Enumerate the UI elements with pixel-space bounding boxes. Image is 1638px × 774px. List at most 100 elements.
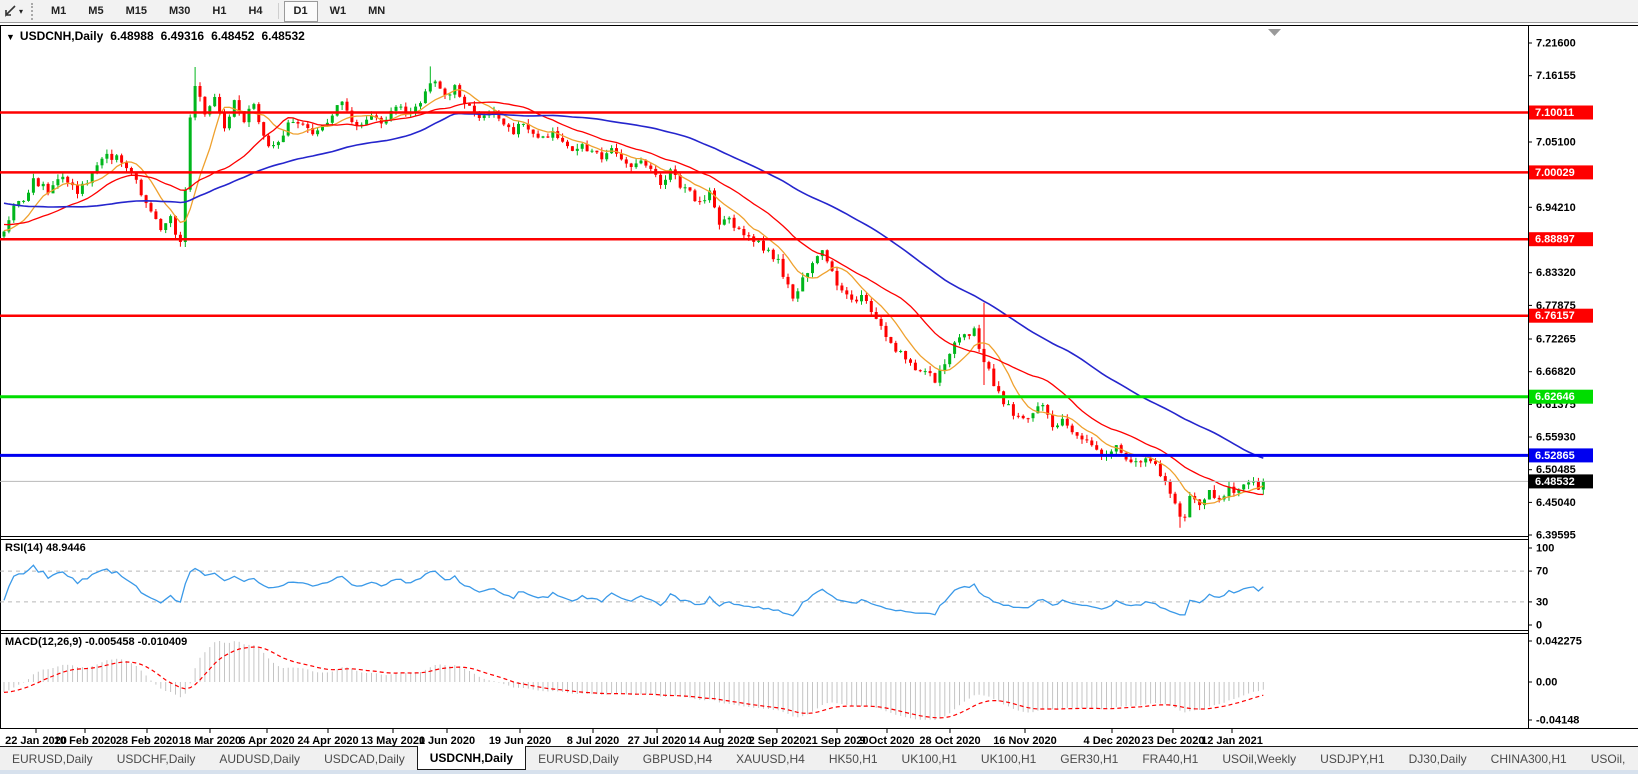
chart-tab-ger30-h1[interactable]: GER30,H1 bbox=[1060, 752, 1119, 766]
chart-symbol-label: USDCNH,Daily bbox=[19, 29, 104, 43]
svg-text:7.10011: 7.10011 bbox=[1535, 107, 1574, 119]
macd-scale: 0.042275 0.00 -0.04148 bbox=[1528, 636, 1582, 727]
timeframe-button-M30[interactable]: M30 bbox=[168, 4, 191, 17]
price-chart-svg: 7.216007.161557.051006.942106.833206.778… bbox=[0, 25, 1638, 746]
ma-mid-line bbox=[3, 101, 1264, 496]
timeframe-buttons: M1 M5 M15 M30 H1 H4 D1 W1 MN bbox=[40, 0, 396, 22]
svg-text:0.00: 0.00 bbox=[1536, 677, 1557, 689]
svg-text:6.52865: 6.52865 bbox=[1535, 450, 1575, 462]
chart-tab-eurusd-daily[interactable]: EURUSD,Daily bbox=[538, 752, 619, 766]
chart-tabs-bar: EURUSD,Daily USDCHF,Daily AUDUSD,Daily USDC… bbox=[0, 746, 1638, 770]
chart-tab-audusd-daily[interactable]: AUDUSD,Daily bbox=[219, 752, 301, 766]
chart-tab-uk100-h1[interactable]: UK100,H1 bbox=[901, 752, 957, 766]
svg-text:8 Jul 2020: 8 Jul 2020 bbox=[567, 735, 620, 746]
chart-canvas[interactable]: 7.21600 7.16155 7.05100 6.94210 6.83320 6.778… bbox=[0, 24, 1638, 746]
svg-text:28 Oct 2020: 28 Oct 2020 bbox=[919, 735, 980, 746]
svg-text:16 Nov 2020: 16 Nov 2020 bbox=[993, 735, 1057, 746]
svg-text:7.16155: 7.16155 bbox=[1536, 70, 1576, 82]
svg-text:12 Jan 2021: 12 Jan 2021 bbox=[1201, 735, 1263, 746]
macd-signal-line bbox=[3, 646, 1264, 719]
toolbar-separator bbox=[277, 3, 279, 19]
svg-text:10 Feb 2020: 10 Feb 2020 bbox=[54, 735, 116, 746]
cursor-tool-icon[interactable] bbox=[2, 4, 18, 19]
svg-text:6.50485: 6.50485 bbox=[1536, 464, 1576, 476]
timeframe-button-MN[interactable]: MN bbox=[368, 4, 386, 17]
svg-text:4 Dec 2020: 4 Dec 2020 bbox=[1084, 735, 1141, 746]
rsi-level-lines bbox=[0, 570, 1528, 603]
svg-text:6.88897: 6.88897 bbox=[1535, 234, 1575, 246]
chart-tab-china300-h1[interactable]: CHINA300,H1 bbox=[1490, 752, 1567, 766]
chart-tab-usdcad-daily[interactable]: USDCAD,Daily bbox=[324, 752, 405, 766]
dropdown-caret-icon[interactable]: ▾ bbox=[19, 6, 24, 16]
chart-tab-xauusd-h4[interactable]: XAUUSD,H4 bbox=[736, 752, 805, 766]
svg-text:27 Jul 2020: 27 Jul 2020 bbox=[628, 735, 687, 746]
svg-text:28 Feb 2020: 28 Feb 2020 bbox=[116, 735, 178, 746]
chart-tab-uk100-h1[interactable]: UK100,H1 bbox=[980, 752, 1037, 766]
svg-text:24 Apr 2020: 24 Apr 2020 bbox=[297, 735, 358, 746]
window-bottom-edge bbox=[0, 770, 1638, 774]
svg-text:70: 70 bbox=[1536, 566, 1548, 578]
rsi-indicator-label: RSI(14) 48.9446 bbox=[5, 542, 86, 554]
chart-tab-usdjpy-h1[interactable]: USDJPY,H1 bbox=[1320, 752, 1385, 766]
svg-text:0: 0 bbox=[1536, 620, 1542, 632]
chart-tab-usoil-weekly[interactable]: USOil,Weekly bbox=[1222, 752, 1297, 766]
svg-text:9 Oct 2020: 9 Oct 2020 bbox=[859, 735, 914, 746]
chart-tab-usoil-[interactable]: USOil, bbox=[1590, 752, 1626, 766]
svg-text:19 Jun 2020: 19 Jun 2020 bbox=[489, 735, 551, 746]
svg-text:6.62646: 6.62646 bbox=[1535, 391, 1575, 403]
svg-text:0.042275: 0.042275 bbox=[1536, 636, 1582, 648]
svg-text:23 Dec 2020: 23 Dec 2020 bbox=[1142, 735, 1205, 746]
toolbar-grip bbox=[31, 2, 34, 20]
timeframe-button-M15[interactable]: M15 bbox=[125, 4, 147, 17]
chart-tab-hk50-h1[interactable]: HK50,H1 bbox=[828, 752, 878, 766]
svg-text:6 Apr 2020: 6 Apr 2020 bbox=[239, 735, 294, 746]
ohlc-low: 6.48452 bbox=[211, 29, 255, 43]
timeframe-button-W1[interactable]: W1 bbox=[329, 4, 347, 17]
svg-text:6.48532: 6.48532 bbox=[1535, 476, 1575, 488]
chart-tab-gbpusd-h4[interactable]: GBPUSD,H4 bbox=[642, 752, 713, 766]
svg-text:-0.04148: -0.04148 bbox=[1536, 715, 1579, 727]
rsi-scale: 100 70 30 0 bbox=[1528, 543, 1554, 632]
ohlc-close: 6.48532 bbox=[261, 29, 305, 43]
horizontal-lines bbox=[0, 111, 1528, 482]
chart-tab-fra40-h1[interactable]: FRA40,H1 bbox=[1142, 752, 1199, 766]
macd-histogram bbox=[3, 641, 1264, 720]
timeframe-button-D1[interactable]: D1 bbox=[283, 0, 318, 22]
svg-text:14 Aug 2020: 14 Aug 2020 bbox=[688, 735, 752, 746]
chart-tab-dj30-daily[interactable]: DJ30,Daily bbox=[1408, 752, 1467, 766]
svg-text:6.94210: 6.94210 bbox=[1536, 202, 1576, 214]
svg-text:7.21600: 7.21600 bbox=[1536, 38, 1576, 50]
chart-title: ▼ USDCNH,Daily 6.48988 6.49316 6.48452 6.4853… bbox=[6, 29, 305, 43]
svg-text:7.05100: 7.05100 bbox=[1536, 137, 1576, 149]
chart-tab-usdchf-daily[interactable]: USDCHF,Daily bbox=[116, 752, 196, 766]
candlestick-series bbox=[2, 66, 1265, 528]
svg-text:22 Jan 2020: 22 Jan 2020 bbox=[5, 735, 67, 746]
svg-text:30: 30 bbox=[1536, 596, 1548, 608]
timeframe-button-M1[interactable]: M1 bbox=[51, 4, 67, 17]
chart-tab-usdcnh-daily[interactable]: USDCNH,Daily bbox=[416, 746, 527, 770]
svg-text:6.83320: 6.83320 bbox=[1536, 267, 1576, 279]
price-axis: 7.216007.161557.051006.942106.833206.778… bbox=[1528, 38, 1593, 542]
chart-shift-marker-icon[interactable] bbox=[1268, 29, 1281, 36]
macd-indicator-label: MACD(12,26,9) -0.005458 -0.010409 bbox=[5, 636, 188, 648]
timeframe-button-M5[interactable]: M5 bbox=[88, 4, 104, 17]
svg-text:13 May 2020: 13 May 2020 bbox=[361, 735, 425, 746]
svg-text:1 Jun 2020: 1 Jun 2020 bbox=[419, 735, 475, 746]
timeframe-button-H1[interactable]: H1 bbox=[212, 4, 227, 17]
chart-frame bbox=[0, 25, 1638, 729]
svg-text:6.39595: 6.39595 bbox=[1536, 530, 1576, 542]
svg-text:6.72265: 6.72265 bbox=[1536, 334, 1576, 346]
collapse-marker-icon[interactable]: ▼ bbox=[6, 32, 15, 42]
svg-text:18 Mar 2020: 18 Mar 2020 bbox=[179, 735, 241, 746]
ohlc-high: 6.49316 bbox=[160, 29, 205, 43]
svg-text:6.45040: 6.45040 bbox=[1536, 497, 1576, 509]
timeframe-button-H4[interactable]: H4 bbox=[248, 4, 263, 17]
ohlc-open: 6.48988 bbox=[110, 29, 154, 43]
svg-text:6.66820: 6.66820 bbox=[1536, 366, 1576, 378]
svg-text:7.00029: 7.00029 bbox=[1535, 167, 1575, 179]
svg-text:6.76157: 6.76157 bbox=[1535, 310, 1575, 322]
chart-tab-eurusd-daily[interactable]: EURUSD,Daily bbox=[12, 752, 93, 766]
rsi-line bbox=[3, 564, 1264, 617]
